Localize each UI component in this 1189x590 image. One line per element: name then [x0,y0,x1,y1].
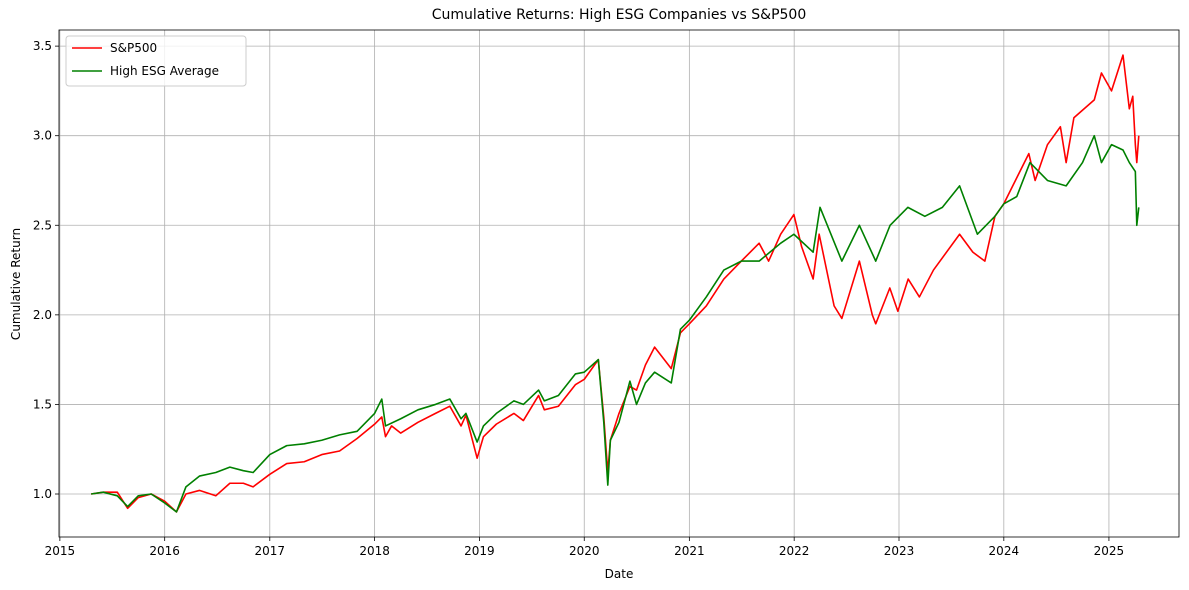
x-tick-label: 2018 [359,544,390,558]
y-tick-label: 1.5 [33,397,52,411]
legend-label-sp500: S&P500 [110,41,157,55]
x-axis-label: Date [605,567,634,581]
plot-area [91,54,1140,513]
legend: S&P500 High ESG Average [65,35,247,87]
plot-frame [58,29,1180,538]
y-axis-label: Cumulative Return [9,228,23,340]
chart-title: Cumulative Returns: High ESG Companies v… [432,7,807,23]
x-tick-label: 2021 [674,544,705,558]
x-tick-label: 2015 [45,544,76,558]
y-tick-label: 3.5 [33,39,52,53]
legend-label-high-esg-average: High ESG Average [110,64,219,78]
x-tick-label: 2016 [149,544,180,558]
y-tick-label: 3.0 [33,129,52,143]
series-line-high-esg-average [91,134,1140,513]
x-tick-label: 2022 [779,544,810,558]
x-tick-label: 2025 [1094,544,1125,558]
y-tick-label: 2.5 [33,218,52,232]
x-tick-label: 2023 [884,544,915,558]
y-tick-label: 1.0 [33,487,52,501]
legend-box [65,35,247,87]
y-axis: 1.0 1.5 2.0 2.5 3.0 3.5 [33,39,59,501]
grid-lines [59,30,1179,537]
x-tick-label: 2024 [989,544,1020,558]
x-tick-label: 2017 [255,544,286,558]
x-axis: 2015 2016 2017 2018 2019 2020 2021 2022 2023 2024… [45,537,1125,558]
series-layer [91,54,1140,513]
y-tick-label: 2.0 [33,308,52,322]
x-tick-label: 2020 [569,544,600,558]
x-tick-label: 2019 [464,544,495,558]
